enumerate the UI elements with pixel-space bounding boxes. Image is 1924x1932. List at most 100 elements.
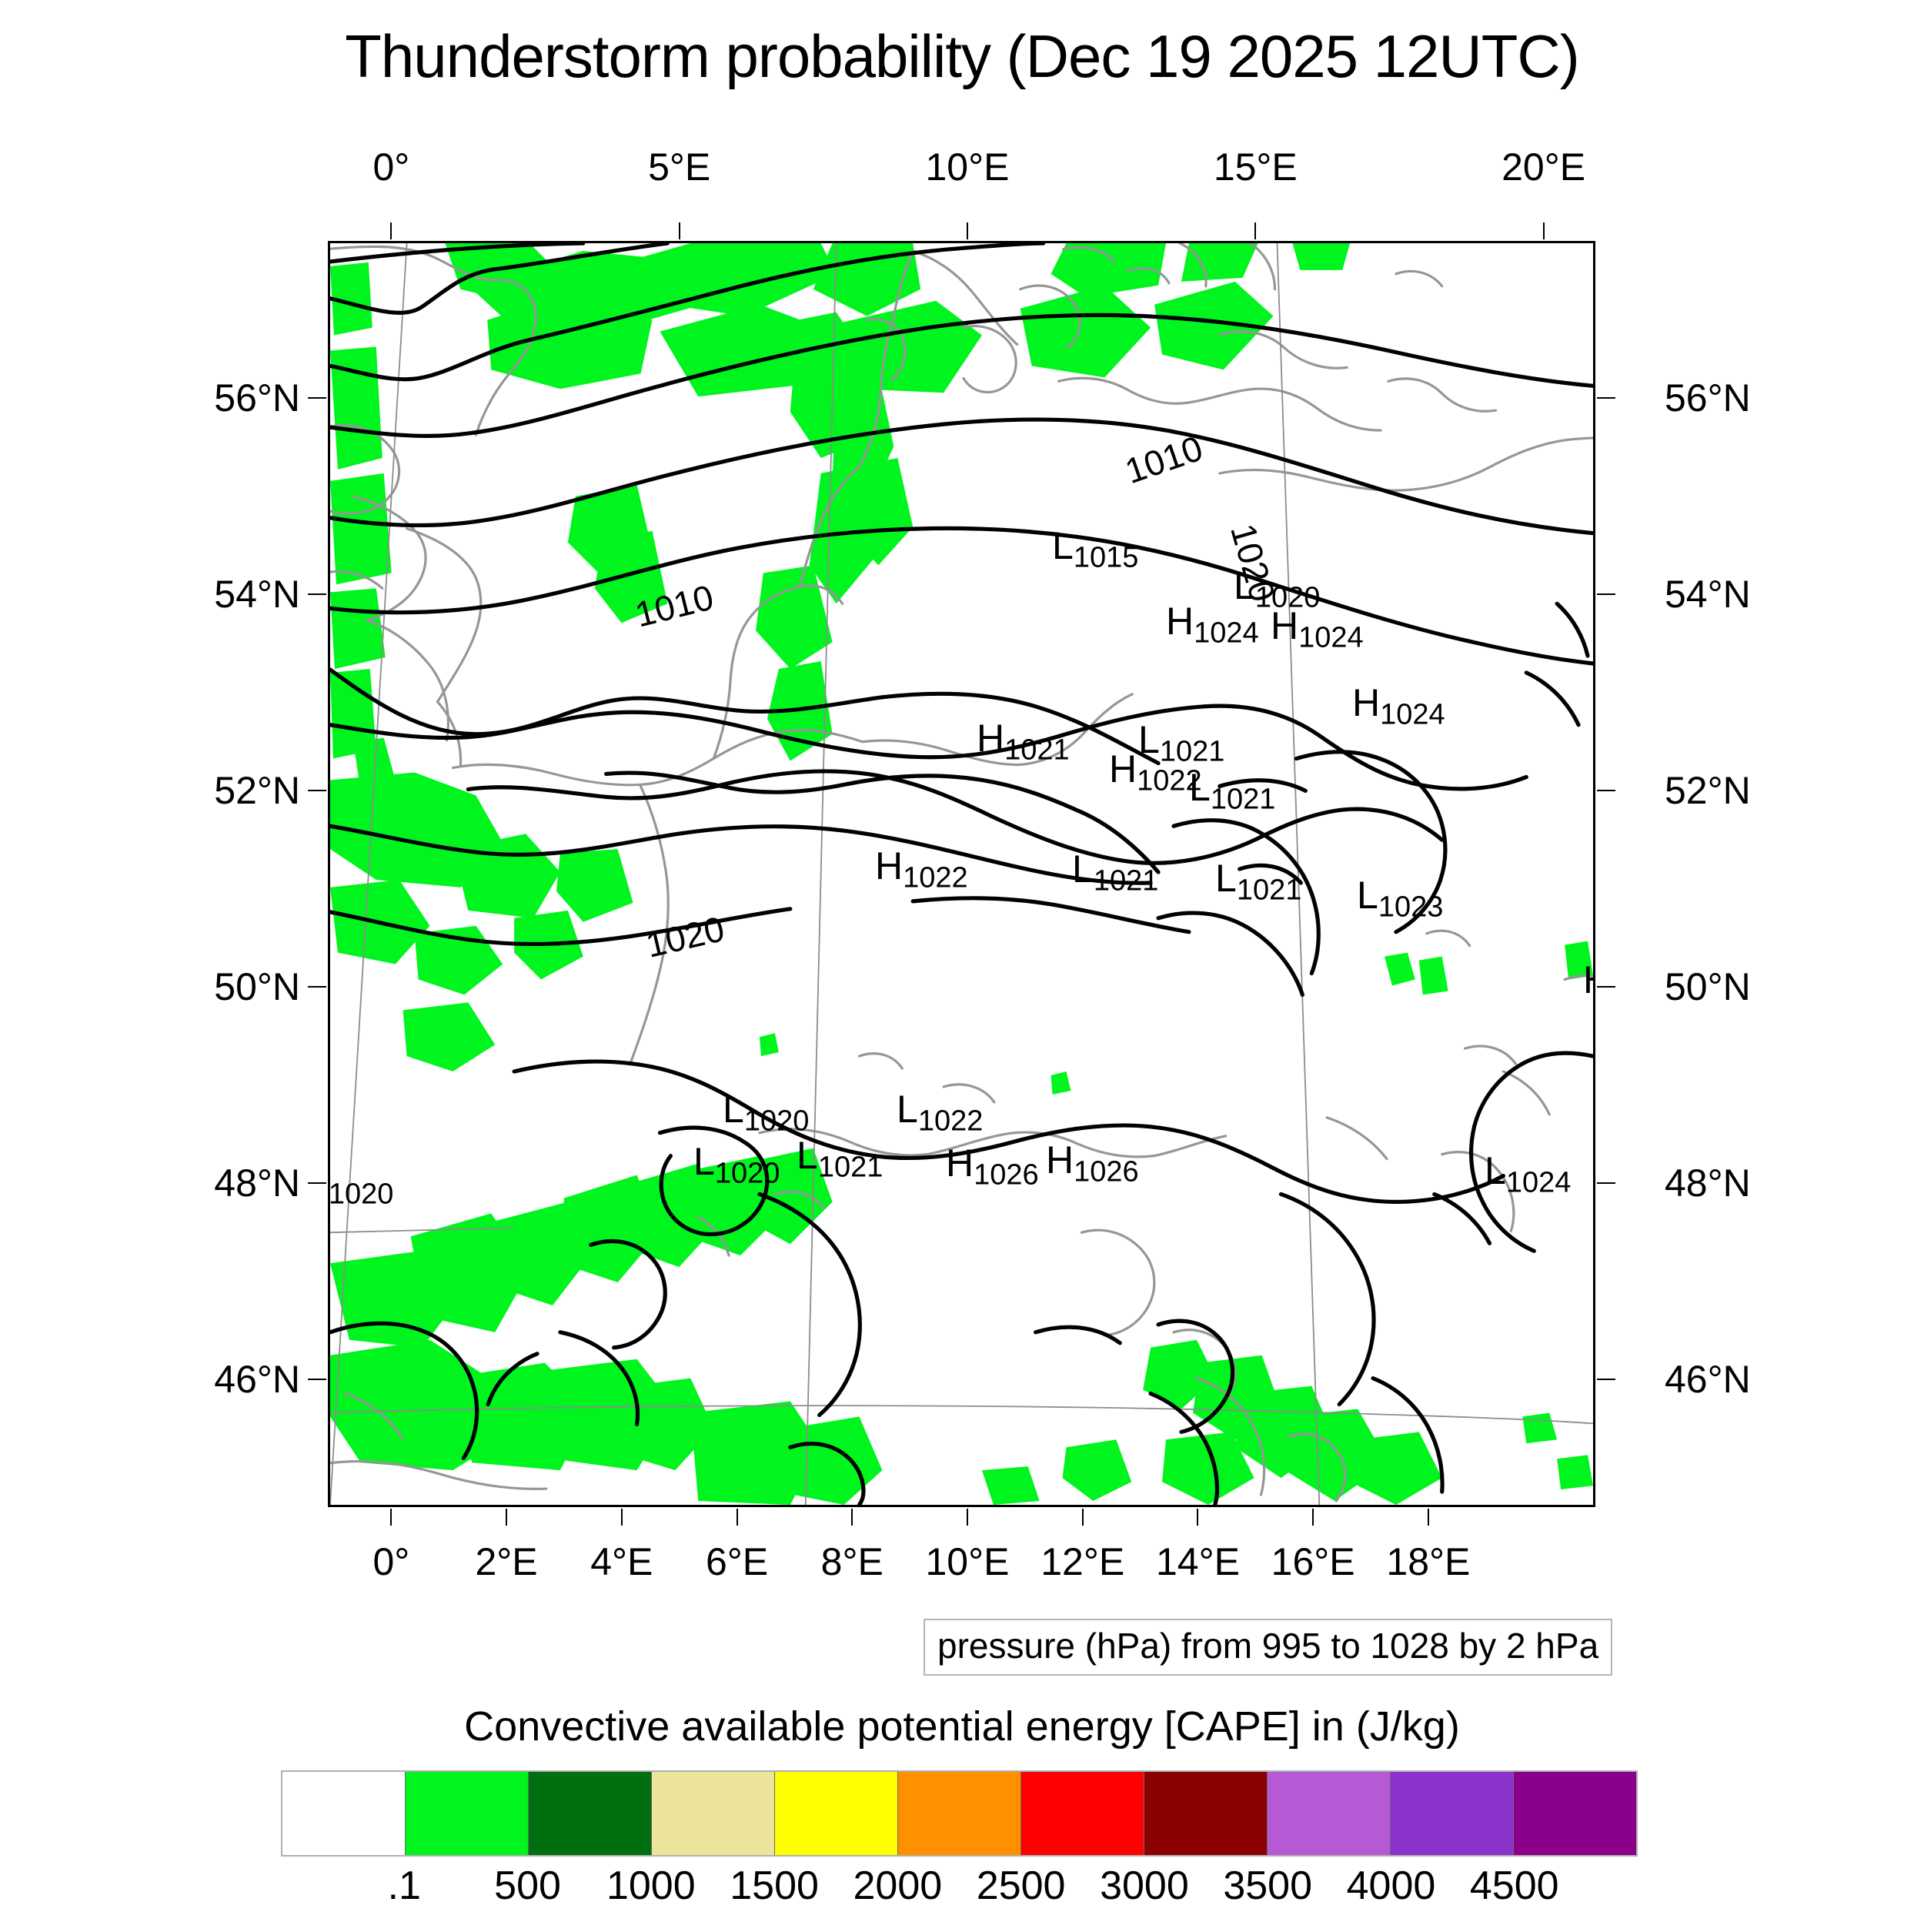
colorbar-swatch-4[interactable] <box>775 1772 898 1855</box>
low-pressure-icon: L <box>1189 766 1211 809</box>
low-pressure-icon: L <box>897 1088 918 1131</box>
high-pressure-icon: H <box>1046 1138 1074 1182</box>
axis-tick-right-0 <box>1597 397 1615 399</box>
axis-tick-right-2 <box>1597 790 1615 792</box>
high-pressure-icon: H <box>1271 604 1299 647</box>
low-pressure-icon: L <box>1357 874 1378 917</box>
pressure-center-H-1022-a: H1022 <box>1109 747 1202 797</box>
pressure-center-L-1024: L1024 <box>1485 1149 1572 1199</box>
weather-map-canvas[interactable] <box>330 243 1593 1505</box>
pressure-center-L-1021-a: L1021 <box>1138 718 1225 768</box>
axis-tick-top-2 <box>966 222 968 239</box>
axis-tick-left-1 <box>308 593 326 596</box>
axis-tick-top-1 <box>678 222 680 239</box>
axis-tick-bottom-4 <box>851 1509 853 1526</box>
high-pressure-icon: H <box>875 844 904 887</box>
axis-tick-top-4 <box>1542 222 1545 239</box>
graticule-layer <box>330 243 1593 1505</box>
colorbar-tick-label-8: 4000 <box>1346 1863 1436 1908</box>
low-pressure-icon: L <box>797 1134 818 1177</box>
pressure-caption: pressure (hPa) from 995 to 1028 by 2 hPa <box>924 1619 1613 1676</box>
cape-shading-layer <box>330 243 1593 1505</box>
axis-tick-top-0 <box>390 222 392 239</box>
pressure-center-L-1021-e: L1021 <box>797 1134 884 1184</box>
axis-label-top-0: 0° <box>372 145 410 189</box>
pressure-center-L-1022: L1022 <box>897 1088 984 1138</box>
map-plot-area[interactable]: 1010 1010 1020 1020 L1015 L1020 H1024 H1… <box>328 241 1595 1507</box>
pressure-center-L-1021-b: L1021 <box>1189 766 1276 816</box>
axis-label-bottom-7: 14°E <box>1155 1540 1240 1583</box>
axis-label-right-2: 52°N <box>1665 769 1751 813</box>
high-pressure-icon: H <box>1583 958 1593 1001</box>
colorbar-swatch-3[interactable] <box>652 1772 775 1855</box>
axis-tick-left-5 <box>308 1379 326 1381</box>
axis-label-right-4: 48°N <box>1665 1162 1751 1205</box>
pressure-center-H-1024-a: H1024 <box>1166 600 1259 650</box>
high-pressure-icon: H <box>1352 681 1381 724</box>
colorbar-swatch-10[interactable] <box>1514 1772 1636 1855</box>
colorbar-swatch-5[interactable] <box>898 1772 1021 1855</box>
axis-label-bottom-1: 2°E <box>475 1540 538 1583</box>
axis-label-left-2: 52°N <box>214 769 300 813</box>
colorbar-tick-label-9: 4500 <box>1469 1863 1559 1908</box>
axis-label-top-2: 10°E <box>925 145 1010 189</box>
axis-label-top-1: 5°E <box>648 145 711 189</box>
axis-label-top-4: 20°E <box>1501 145 1586 189</box>
colorbar-swatch-8[interactable] <box>1268 1772 1391 1855</box>
colorbar-tick-label-6: 3000 <box>1100 1863 1189 1908</box>
axis-tick-left-3 <box>308 986 326 988</box>
axis-label-left-0: 56°N <box>214 376 300 420</box>
axis-label-right-3: 50°N <box>1665 965 1751 1009</box>
axis-tick-bottom-5 <box>966 1509 968 1526</box>
pressure-center-L-1020-b: L1020 <box>693 1140 780 1190</box>
cape-colorbar-ticks: .1 500 1000 1500 2000 2500 3000 3500 4000 4500 <box>281 1863 1638 1932</box>
low-pressure-icon: L <box>693 1140 715 1183</box>
axis-tick-right-5 <box>1597 1379 1615 1381</box>
axis-label-bottom-6: 12°E <box>1040 1540 1125 1583</box>
axis-label-bottom-8: 16°E <box>1271 1540 1355 1583</box>
axis-label-bottom-4: 8°E <box>820 1540 884 1583</box>
axis-label-right-1: 54°N <box>1665 573 1751 617</box>
axis-tick-bottom-9 <box>1427 1509 1429 1526</box>
axis-label-bottom-2: 4°E <box>590 1540 653 1583</box>
low-pressure-icon: L <box>1215 857 1237 900</box>
axis-tick-right-4 <box>1597 1182 1615 1185</box>
axis-tick-bottom-3 <box>736 1509 738 1526</box>
axis-tick-right-3 <box>1597 986 1615 988</box>
low-pressure-icon: L <box>1234 564 1255 607</box>
colorbar-swatch-2[interactable] <box>529 1772 652 1855</box>
axis-tick-bottom-2 <box>620 1509 623 1526</box>
high-pressure-icon: H <box>1166 600 1194 643</box>
low-pressure-icon: L <box>1072 847 1094 891</box>
colorbar-swatch-7[interactable] <box>1144 1772 1268 1855</box>
axis-label-bottom-9: 18°E <box>1386 1540 1471 1583</box>
axis-tick-left-0 <box>308 397 326 399</box>
axis-tick-bottom-8 <box>1312 1509 1314 1526</box>
axis-label-right-5: 46°N <box>1665 1358 1751 1402</box>
cape-colorbar[interactable] <box>281 1770 1638 1857</box>
low-pressure-icon: L <box>723 1088 744 1131</box>
colorbar-tick-label-1: 500 <box>494 1863 561 1908</box>
colorbar-tick-label-0: .1 <box>387 1863 421 1908</box>
low-pressure-icon: L <box>1138 718 1160 761</box>
axis-tick-bottom-6 <box>1081 1509 1084 1526</box>
colorbar-tick-label-4: 2000 <box>853 1863 943 1908</box>
cape-caption: Convective available potential energy [C… <box>464 1703 1460 1750</box>
colorbar-tick-label-5: 2500 <box>976 1863 1066 1908</box>
colorbar-swatch-6[interactable] <box>1021 1772 1144 1855</box>
high-pressure-icon: H <box>977 717 1005 760</box>
low-pressure-icon: L <box>328 1161 329 1204</box>
colorbar-swatch-0[interactable] <box>282 1772 406 1855</box>
pressure-center-L-1021-c: L1021 <box>1072 847 1159 897</box>
axis-label-bottom-5: 10°E <box>925 1540 1010 1583</box>
page-title: Thunderstorm probability (Dec 19 2025 12… <box>345 22 1579 90</box>
pressure-center-H-1022-b: H1022 <box>875 844 968 894</box>
axis-label-left-4: 48°N <box>214 1162 300 1205</box>
axis-label-right-0: 56°N <box>1665 376 1751 420</box>
colorbar-swatch-1[interactable] <box>406 1772 529 1855</box>
colorbar-swatch-9[interactable] <box>1391 1772 1514 1855</box>
axis-label-left-1: 54°N <box>214 573 300 617</box>
axis-label-left-5: 46°N <box>214 1358 300 1402</box>
pressure-center-H-1021: H1021 <box>977 717 1070 767</box>
pressure-center-L-1020-c: L1020 <box>328 1161 393 1209</box>
